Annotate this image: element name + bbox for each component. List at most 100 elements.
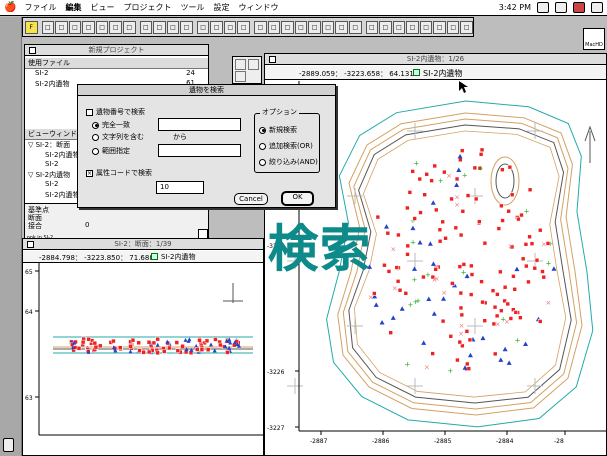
artifact-marker: [468, 292, 474, 297]
map-window-title[interactable]: SI-2内遺物：1/26: [265, 54, 606, 65]
view-row[interactable]: ▽ SI-2内遺物: [28, 171, 71, 179]
toolbar-button[interactable]: □: [95, 20, 109, 34]
toolbar-button[interactable]: □: [406, 20, 419, 34]
toolbar-button[interactable]: □: [348, 20, 362, 34]
toolbar-button[interactable]: □: [55, 20, 68, 34]
toolbar-button[interactable]: □: [281, 20, 294, 34]
artifact-marker: [457, 264, 463, 269]
toolbar-button[interactable]: □: [109, 20, 122, 34]
toolbar-button[interactable]: □: [321, 20, 335, 34]
toolbar-button[interactable]: □: [68, 20, 82, 34]
menu-edit[interactable]: 編集: [65, 3, 82, 12]
close-icon[interactable]: [269, 56, 276, 63]
artifact-marker: [441, 296, 447, 301]
y-tick-label: 64: [25, 309, 33, 316]
close-icon[interactable]: [29, 47, 36, 54]
artifact-marker: [448, 334, 454, 339]
attr-search-checkbox[interactable]: × 属性コードで検索: [86, 169, 152, 177]
ok-button[interactable]: OK: [281, 191, 314, 206]
toolbar-button[interactable]: □: [460, 20, 473, 34]
toolbar-button[interactable]: □: [166, 20, 180, 34]
menu-file[interactable]: ファイル: [24, 3, 57, 12]
attr-code-field[interactable]: 10: [156, 181, 204, 194]
hd-icon[interactable]: MacHD: [583, 28, 605, 50]
cancel-button[interactable]: Cancel: [234, 193, 268, 205]
toolbar-button[interactable]: □: [335, 20, 348, 34]
add-search-radio[interactable]: 追加検索(OR): [259, 141, 313, 151]
toolbar-button[interactable]: □: [254, 20, 267, 34]
artifact-marker: [456, 167, 462, 172]
artifact-marker: [464, 273, 470, 279]
artifact-marker: ×: [541, 240, 547, 248]
menu-window[interactable]: ウィンドウ: [238, 3, 279, 12]
toolbar-button[interactable]: □: [392, 20, 406, 34]
hand-tool-icon[interactable]: [248, 59, 259, 70]
apple-menu-icon[interactable]: 🍎: [4, 2, 17, 13]
toolbar-button[interactable]: □: [82, 20, 95, 34]
artifact-marker: [479, 147, 485, 153]
toolbar-button[interactable]: F: [25, 20, 38, 34]
view-row[interactable]: ▽ SI-2：断面: [28, 141, 71, 149]
menu-tools[interactable]: ツール: [180, 3, 205, 12]
file-row[interactable]: SI-2内遺物 61: [35, 79, 195, 88]
map-plot[interactable]: +××++++××++×××+×+×+×++++×+×+×++××+××+++-…: [265, 81, 606, 455]
range-field[interactable]: [158, 144, 241, 157]
range-radio[interactable]: 範囲指定: [92, 146, 130, 156]
toolbar-button[interactable]: □: [379, 20, 392, 34]
view-row[interactable]: SI-2内遺物: [45, 191, 80, 199]
narrow-search-radio[interactable]: 絞り込み(AND): [259, 157, 318, 167]
toolbar-button[interactable]: □: [294, 20, 308, 34]
toolbar-button[interactable]: □: [41, 20, 55, 34]
view-row[interactable]: SI-2: [45, 160, 59, 168]
artifact-marker: [430, 274, 436, 280]
artifact-marker: [373, 302, 379, 307]
artifact-marker: [464, 361, 470, 367]
menu-project[interactable]: プロジェクト: [123, 3, 172, 12]
toolbar-button[interactable]: □: [210, 20, 223, 34]
artifact-marker: [460, 208, 466, 214]
exact-match-radio[interactable]: 完全一致: [92, 120, 130, 130]
view-row[interactable]: SI-2内遺物: [45, 151, 80, 159]
finder-icon[interactable]: [591, 2, 603, 13]
toolbar-button[interactable]: □: [433, 20, 446, 34]
contains-radio[interactable]: 文字列を含む: [92, 132, 144, 142]
search-by-number-checkbox[interactable]: 遺物番号で検索: [86, 107, 145, 117]
toolbar-button[interactable]: □: [308, 20, 321, 34]
menu-view[interactable]: ビュー: [90, 3, 115, 12]
toolbar-button[interactable]: □: [153, 20, 166, 34]
select-tool-icon[interactable]: [235, 59, 246, 70]
number-field[interactable]: [158, 118, 241, 131]
toolbar-button[interactable]: □: [122, 20, 136, 34]
toolbar-button[interactable]: □: [267, 20, 281, 34]
trash-icon[interactable]: [3, 438, 14, 452]
toolbar-button[interactable]: □: [365, 20, 379, 34]
menu-settings[interactable]: 設定: [213, 3, 230, 12]
toolbar-button[interactable]: □: [180, 20, 193, 34]
artifact-marker: [417, 239, 423, 245]
zoom-tool-icon[interactable]: [235, 71, 246, 82]
toolbar-button[interactable]: □: [446, 20, 460, 34]
section-plot[interactable]: 65 64 63: [23, 263, 263, 455]
artifact-marker: [505, 301, 511, 307]
toolbar-button[interactable]: □: [196, 20, 210, 34]
section-window-title[interactable]: SI-2：断面：1/39: [23, 239, 263, 250]
file-row[interactable]: SI-2 24: [35, 69, 195, 77]
artifact-marker: +: [438, 177, 444, 185]
toolbar-button[interactable]: □: [139, 20, 153, 34]
contour-line: [348, 124, 572, 404]
view-row[interactable]: SI-2: [45, 180, 59, 188]
help-icon[interactable]: [537, 2, 549, 13]
toolbar-button[interactable]: □: [237, 20, 250, 34]
close-icon[interactable]: [27, 241, 34, 248]
x-tick-label: -2885: [434, 438, 452, 445]
desktop-left-strip: [0, 17, 22, 456]
artifact-marker: [529, 241, 535, 246]
toolbar-button[interactable]: □: [223, 20, 237, 34]
new-search-radio[interactable]: 新規検索: [259, 125, 297, 135]
project-window-title[interactable]: 新規プロジェクト: [25, 45, 208, 56]
app-icon[interactable]: [573, 2, 585, 13]
toolbar-button[interactable]: □: [419, 20, 433, 34]
pen-icon[interactable]: [555, 2, 567, 13]
artifact-marker: [526, 279, 531, 285]
artifact-marker: [218, 342, 223, 348]
